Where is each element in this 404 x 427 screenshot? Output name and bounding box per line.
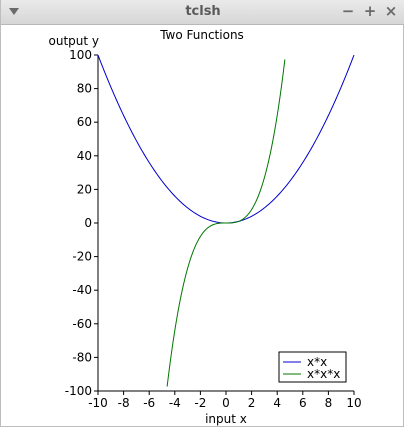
legend: x*xx*x*x [278, 351, 347, 383]
y-axis-label: output y [49, 34, 100, 48]
y-tick-label: 0 [84, 216, 92, 230]
minimize-icon[interactable]: − [341, 2, 355, 20]
series-line-1 [166, 59, 286, 387]
legend-label-0: x*x [307, 355, 327, 369]
x-tick-label: -4 [169, 396, 181, 410]
x-tick-label: -2 [194, 396, 206, 410]
y-tick-label: -20 [72, 250, 92, 264]
y-tick-label: 80 [77, 82, 92, 96]
y-tick-label: 40 [77, 149, 92, 163]
x-axis-label: input x [205, 412, 247, 426]
close-icon[interactable]: × [384, 2, 398, 20]
y-tick-label: 20 [77, 182, 92, 196]
chart-title: Two Functions [159, 28, 244, 42]
window-title: tclsh [185, 4, 221, 19]
x-tick-label: 10 [346, 396, 361, 410]
x-tick-label: 8 [325, 396, 333, 410]
y-tick-label: 100 [69, 48, 92, 62]
y-tick-label: 60 [77, 115, 92, 129]
x-tick-label: 2 [248, 396, 256, 410]
series-layer [97, 54, 355, 387]
x-tick-label: -10 [88, 396, 108, 410]
legend-box [278, 351, 347, 383]
series-line-0 [97, 54, 355, 224]
y-tick-label: -100 [65, 384, 92, 398]
x-tick-label: 4 [273, 396, 281, 410]
x-tick-label: 6 [299, 396, 307, 410]
y-tick-label: -60 [72, 317, 92, 331]
title-bar[interactable]: tclsh − + × [1, 0, 404, 25]
y-tick-label: -80 [72, 350, 92, 364]
x-tick-label: -6 [143, 396, 155, 410]
maximize-icon[interactable]: + [363, 2, 377, 20]
x-tick-label: 0 [222, 396, 230, 410]
axis-ticks: -10 -8 -6 -4 -2 0 2 4 6 8 10-100-80-60-40-20020406… [65, 48, 362, 410]
legend-label-1: x*x*x [307, 367, 340, 381]
x-tick-label: -8 [118, 396, 130, 410]
window-menu-icon[interactable] [9, 8, 19, 15]
y-tick-label: -40 [72, 283, 92, 297]
